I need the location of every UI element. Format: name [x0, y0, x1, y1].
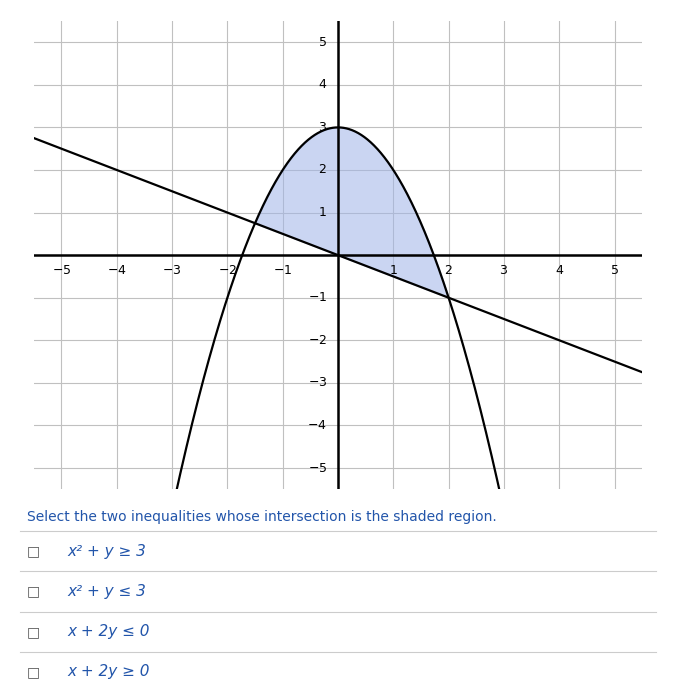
Text: $1$: $1$	[389, 264, 397, 277]
Text: $5$: $5$	[610, 264, 619, 277]
Text: Select the two inequalities whose intersection is the shaded region.: Select the two inequalities whose inters…	[27, 510, 497, 524]
Text: $-5$: $-5$	[52, 264, 71, 277]
Text: x + 2y ≥ 0: x + 2y ≥ 0	[68, 665, 150, 679]
Text: $-1$: $-1$	[308, 291, 327, 304]
Text: x + 2y ≤ 0: x + 2y ≤ 0	[68, 624, 150, 639]
Text: $-4$: $-4$	[307, 419, 327, 432]
Text: $-5$: $-5$	[308, 461, 327, 475]
Text: $2$: $2$	[318, 164, 327, 176]
Text: $-4$: $-4$	[107, 264, 126, 277]
Text: $3$: $3$	[500, 264, 508, 277]
Text: □: □	[27, 584, 40, 598]
Text: $1$: $1$	[318, 206, 327, 219]
Text: □: □	[27, 665, 40, 679]
Text: $-3$: $-3$	[162, 264, 182, 277]
Text: x² + y ≥ 3: x² + y ≥ 3	[68, 544, 147, 559]
Text: x² + y ≤ 3: x² + y ≤ 3	[68, 584, 147, 599]
Text: □: □	[27, 545, 40, 559]
Text: $-2$: $-2$	[308, 334, 327, 347]
Text: $4$: $4$	[554, 264, 564, 277]
Text: $5$: $5$	[318, 36, 327, 49]
Text: $-3$: $-3$	[308, 376, 327, 389]
Text: $4$: $4$	[318, 78, 327, 92]
Text: $3$: $3$	[318, 121, 327, 134]
Text: $-2$: $-2$	[218, 264, 237, 277]
Text: □: □	[27, 625, 40, 639]
Text: $2$: $2$	[444, 264, 453, 277]
Text: $-1$: $-1$	[273, 264, 292, 277]
